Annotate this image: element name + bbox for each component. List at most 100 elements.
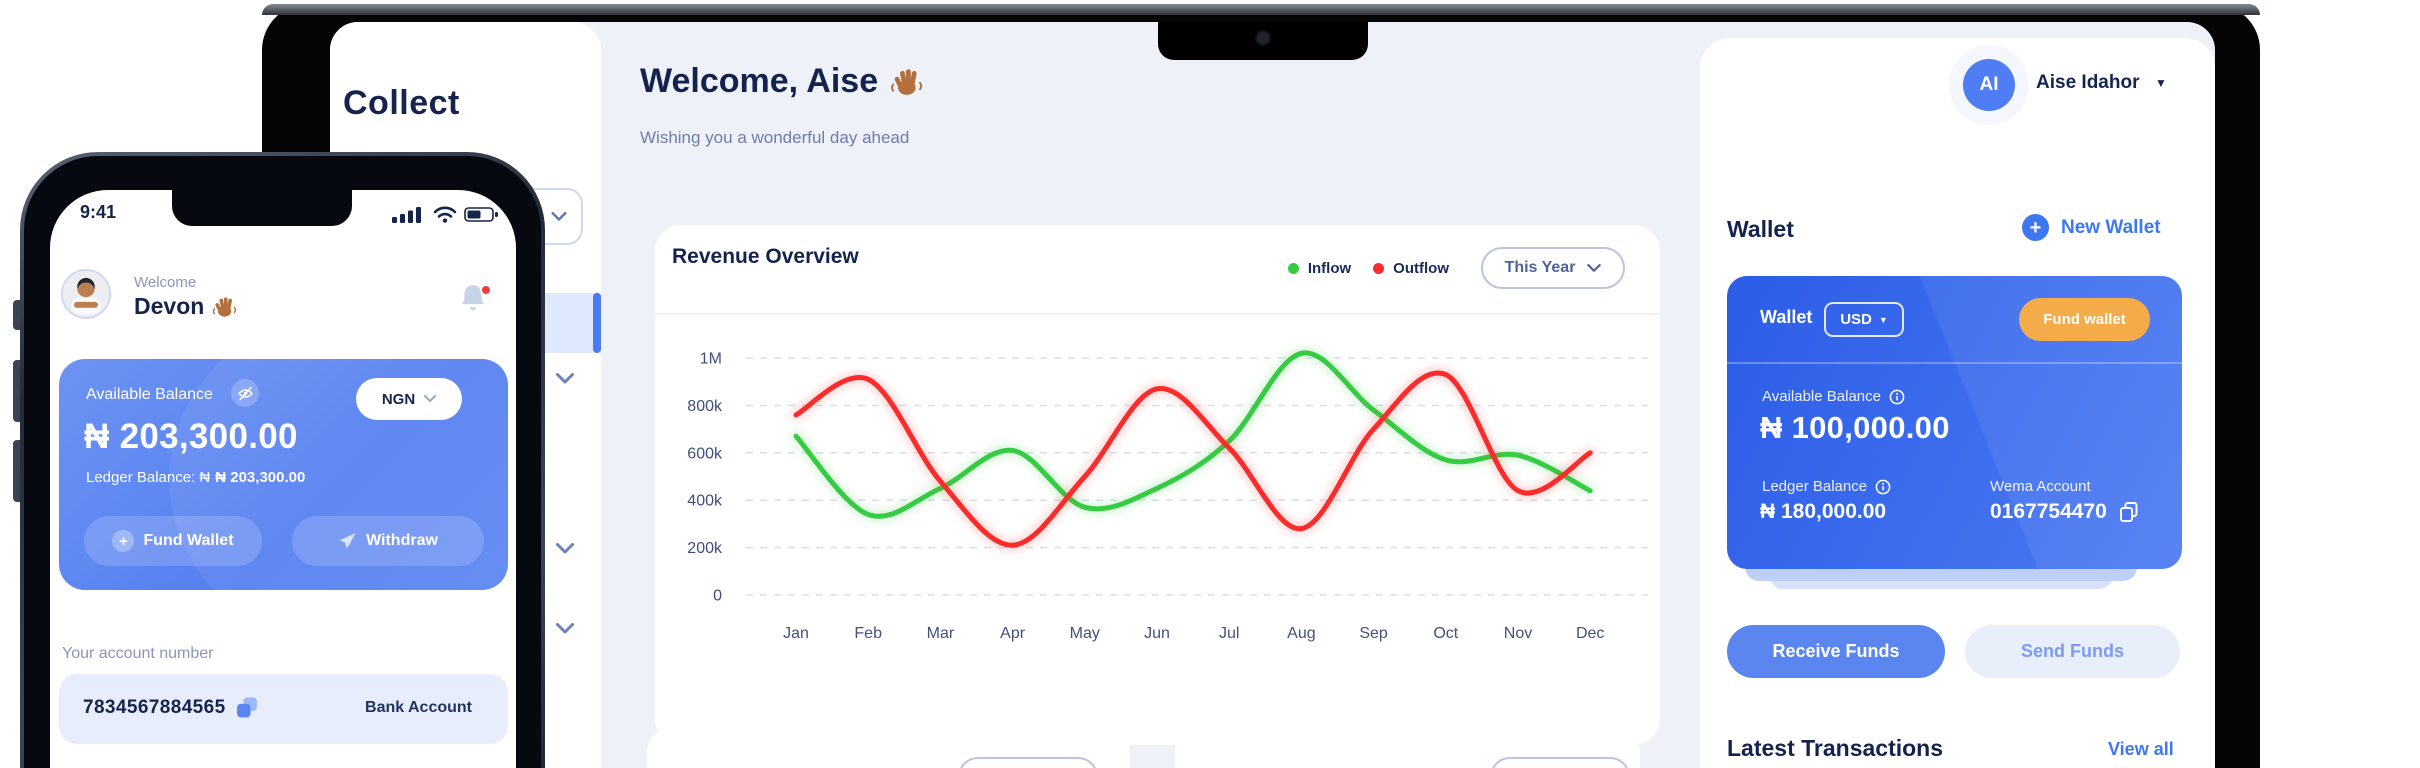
ledger-balance-line: Ledger Balance: ₦ ₦ 203,300.00 xyxy=(86,469,305,486)
chevron-down-icon xyxy=(1587,263,1602,272)
welcome-text: Welcome, Aise xyxy=(640,62,879,100)
phone-volume-down-button xyxy=(13,440,22,502)
new-wallet-button[interactable]: + New Wallet xyxy=(2022,214,2161,241)
laptop-camera-icon xyxy=(1255,30,1271,46)
currency-value: NGN xyxy=(381,390,416,408)
copy-icon[interactable] xyxy=(233,694,261,722)
svg-text:Oct: Oct xyxy=(1433,625,1458,642)
wave-hand-icon xyxy=(891,68,923,95)
user-name: Devon xyxy=(134,293,237,320)
period-filter-dropdown[interactable]: This Year xyxy=(1481,247,1625,289)
sidebar-item-chevron-down-icon[interactable] xyxy=(556,543,574,555)
balance-amount: ₦ 203,300.00 xyxy=(84,417,298,456)
available-balance-amount: ₦ 100,000.00 xyxy=(1760,410,1950,445)
phone-screen: 9:41 xyxy=(50,190,516,768)
status-time: 9:41 xyxy=(80,202,117,222)
bottom-card-left xyxy=(647,727,1130,768)
chevron-down-icon xyxy=(424,395,437,402)
revenue-chart: 1M 800k 600k 400k 200k 0 Jan Feb Mar Apr May Jun Jul… xyxy=(660,320,1660,650)
phone-mute-switch xyxy=(13,300,22,330)
period-dropdown[interactable] xyxy=(1490,757,1630,768)
withdraw-label: Withdraw xyxy=(366,532,438,549)
fund-wallet-button[interactable]: Fund wallet xyxy=(2019,298,2150,341)
card-divider xyxy=(655,313,1660,315)
bank-account-number: 0167754470 xyxy=(1990,500,2141,524)
withdraw-button[interactable]: Withdraw xyxy=(292,516,484,566)
legend-inflow-label: Inflow xyxy=(1307,259,1352,277)
sidebar-item-chevron-down-icon[interactable] xyxy=(556,623,574,635)
info-icon[interactable] xyxy=(1889,389,1905,405)
svg-text:May: May xyxy=(1070,625,1100,642)
currency-dropdown[interactable]: USD ▼ xyxy=(1824,302,1904,337)
phone-notch xyxy=(172,190,352,226)
inflow-dot-icon xyxy=(1287,262,1299,274)
info-icon[interactable] xyxy=(1875,479,1891,495)
phone-device: 9:41 xyxy=(13,152,545,768)
currency-dropdown[interactable]: NGN xyxy=(356,378,462,420)
user-avatar[interactable]: AI xyxy=(1963,59,2015,111)
right-panel: AI Aise Idahor ▼ Wallet + New Wallet Wal… xyxy=(1700,38,2215,768)
status-icons xyxy=(392,206,500,223)
svg-text:600k: 600k xyxy=(687,445,723,462)
ledger-label: Ledger Balance: ₦ xyxy=(86,469,211,486)
fund-wallet-label: Fund Wallet xyxy=(143,532,234,549)
svg-text:0: 0 xyxy=(713,588,722,605)
receive-funds-button[interactable]: Receive Funds xyxy=(1727,625,1945,678)
svg-text:Dec: Dec xyxy=(1576,625,1604,642)
svg-text:200k: 200k xyxy=(687,540,723,557)
user-name[interactable]: Aise Idahor xyxy=(2036,72,2140,93)
ledger-balance-text: Ledger Balance xyxy=(1762,478,1868,495)
svg-text:Mar: Mar xyxy=(927,625,955,642)
bell-icon[interactable] xyxy=(458,282,488,314)
laptop-lid-edge xyxy=(262,4,2260,15)
page-title: Welcome, Aise xyxy=(640,62,923,101)
wave-hand-icon xyxy=(213,296,237,317)
active-indicator-bar xyxy=(593,293,601,353)
ledger-amount: ₦ 203,300.00 xyxy=(215,469,306,486)
ledger-balance-label: Ledger Balance xyxy=(1762,478,1891,495)
laptop-screen: Collect Welcome, Aise xyxy=(330,22,2215,768)
svg-text:Feb: Feb xyxy=(854,625,882,642)
bottom-card-right xyxy=(1175,727,1640,768)
svg-text:800k: 800k xyxy=(687,398,723,415)
wallet-card-label: Wallet xyxy=(1760,307,1813,327)
user-menu-caret-icon[interactable]: ▼ xyxy=(2155,76,2167,90)
welcome-label: Welcome xyxy=(134,274,197,291)
balance-card: Available Balance NGN ₦ 203,300.00 Ledge… xyxy=(59,359,508,590)
svg-text:Jun: Jun xyxy=(1144,625,1170,642)
legend-inflow: Inflow xyxy=(1287,259,1352,277)
account-number-row[interactable]: 7834567884565 Bank Account xyxy=(59,674,508,744)
avatar[interactable] xyxy=(61,269,111,319)
chart-legend: Inflow Outflow This Year xyxy=(1287,247,1625,289)
app-logo: Collect xyxy=(343,84,460,122)
svg-text:400k: 400k xyxy=(687,493,723,510)
send-funds-button[interactable]: Send Funds xyxy=(1965,625,2180,678)
svg-text:Nov: Nov xyxy=(1504,625,1532,642)
wallet-section-title: Wallet xyxy=(1727,216,1794,242)
wallet-card-divider xyxy=(1727,362,2182,364)
available-balance-label: Available Balance xyxy=(86,386,213,403)
currency-value: USD xyxy=(1840,311,1872,328)
user-name-text: Devon xyxy=(134,293,205,319)
wallet-card: Wallet USD ▼ Fund wallet Available Balan… xyxy=(1727,276,2182,569)
signal-icon xyxy=(392,207,421,223)
eye-off-icon[interactable] xyxy=(231,379,259,407)
revenue-overview-card: Revenue Overview Inflow Outflow This Yea… xyxy=(655,225,1660,745)
bank-account-label: Bank Account xyxy=(365,699,472,716)
period-filter-value: This Year xyxy=(1504,259,1576,276)
fund-wallet-button[interactable]: + Fund Wallet xyxy=(84,516,262,566)
view-all-link[interactable]: View all xyxy=(2108,739,2174,759)
copy-icon[interactable] xyxy=(2117,500,2141,524)
sidebar-item-chevron-down-icon[interactable] xyxy=(556,373,574,385)
plus-circle-icon: + xyxy=(2022,214,2049,241)
account-number-label: Your account number xyxy=(62,645,214,662)
plus-circle-icon: + xyxy=(112,530,135,552)
laptop-notch xyxy=(1158,22,1368,60)
available-balance-text: Available Balance xyxy=(1762,388,1881,405)
ledger-balance-amount: ₦ 180,000.00 xyxy=(1760,500,1887,523)
account-number-value: 7834567884565 xyxy=(83,697,226,718)
battery-icon xyxy=(464,207,498,222)
period-dropdown[interactable] xyxy=(958,757,1098,768)
legend-outflow: Outflow xyxy=(1373,260,1449,277)
page-subtitle: Wishing you a wonderful day ahead xyxy=(640,128,910,147)
